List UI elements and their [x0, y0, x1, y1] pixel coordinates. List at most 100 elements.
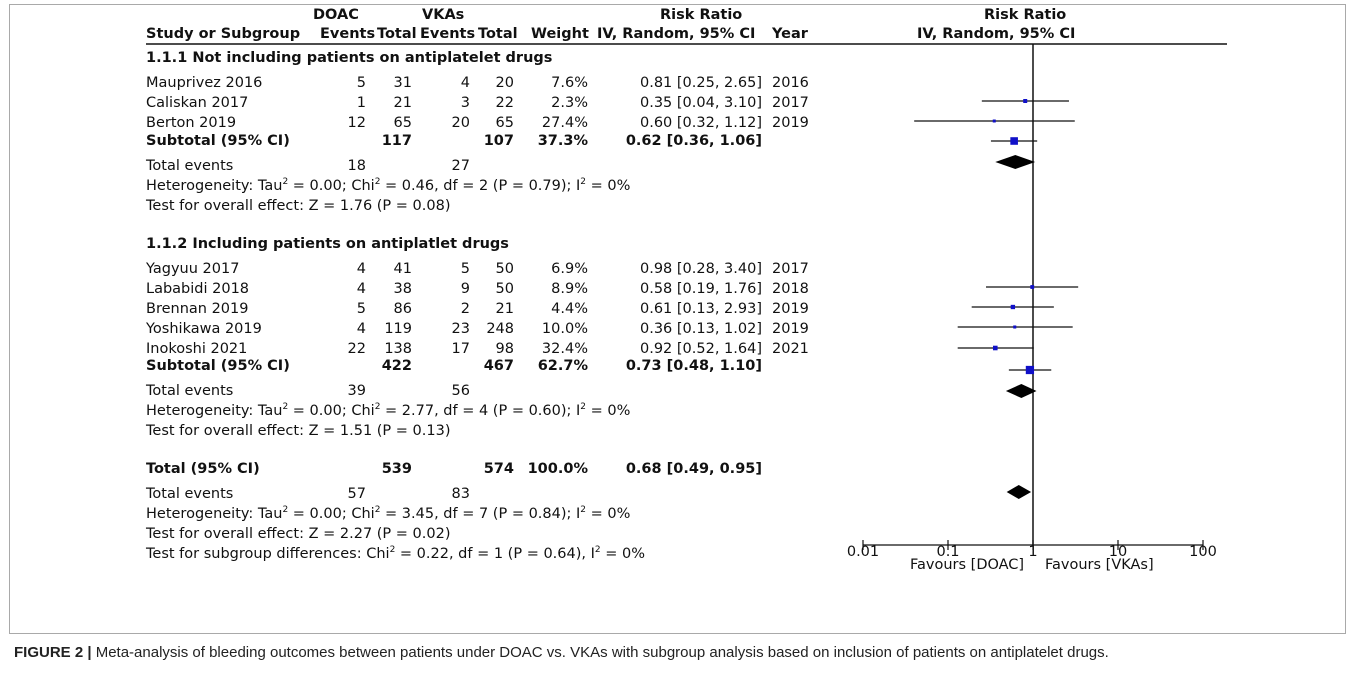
- doac-total: 41: [393, 261, 412, 277]
- weight-value: 2.3%: [551, 95, 588, 111]
- weight-value: 4.4%: [551, 301, 588, 317]
- subgroup-title: 1.1.2 Including patients on antiplatlet …: [146, 236, 509, 252]
- ci-value: 0.92 [0.52, 1.64]: [640, 341, 762, 357]
- doac-total: 38: [393, 281, 412, 297]
- caption-text: Meta-analysis of bleeding outcomes betwe…: [91, 644, 1109, 661]
- year-header: Year: [772, 26, 808, 42]
- study-name: Brennan 2019: [146, 301, 249, 317]
- risk-ratio-table-header: Risk Ratio: [660, 7, 743, 23]
- vka-total: 98: [495, 341, 514, 357]
- weight-header: Weight: [531, 26, 589, 42]
- study-name: Lababidi 2018: [146, 281, 250, 297]
- caption-label: FIGURE 2 |: [14, 644, 92, 661]
- total2-header: Total: [478, 26, 518, 42]
- risk-ratio-plot-header: Risk Ratio: [984, 7, 1067, 23]
- overall-effect-text: Test for overall effect: Z = 1.51 (P = 0…: [146, 423, 451, 439]
- doac-total: 21: [393, 95, 412, 111]
- study-name: Yagyuu 2017: [146, 261, 240, 277]
- weight-value: 27.4%: [541, 115, 588, 131]
- subtotal-weight: 37.3%: [537, 133, 588, 149]
- ci-value: 0.35 [0.04, 3.10]: [640, 95, 762, 111]
- x-tick-label: 0.01: [846, 544, 880, 560]
- total-events-vka: 27: [451, 158, 470, 174]
- doac-total: 119: [384, 321, 412, 337]
- study-effect-square: [1010, 137, 1018, 145]
- weight-value: 10.0%: [541, 321, 588, 337]
- total-events-vka: 83: [451, 486, 470, 502]
- x-tick-label: 1: [1028, 544, 1038, 560]
- study-effect-square: [1025, 365, 1035, 375]
- weight-value: 6.9%: [551, 261, 588, 277]
- ci-value: 0.81 [0.25, 2.65]: [640, 75, 762, 91]
- figure-frame: [9, 4, 1346, 634]
- total-ci: 0.68 [0.49, 0.95]: [625, 461, 762, 477]
- vka-total: 22: [495, 95, 514, 111]
- total-events-vka: 56: [451, 383, 470, 399]
- subtotal-ci: 0.62 [0.36, 1.06]: [625, 133, 762, 149]
- subgroup-differences-text: Test for subgroup differences: Chi2 = 0.…: [146, 545, 645, 562]
- events2-header: Events: [420, 26, 476, 42]
- heterogeneity-text: Heterogeneity: Tau2 = 0.00; Chi2 = 0.46,…: [146, 177, 631, 194]
- study-name: Yoshikawa 2019: [146, 321, 262, 337]
- weight-value: 32.4%: [541, 341, 588, 357]
- weight-value: 8.9%: [551, 281, 588, 297]
- subtotal-vka-total: 467: [483, 358, 514, 374]
- method-header: IV, Random, 95% CI: [597, 26, 756, 42]
- x-tick-label: 0.1: [936, 544, 960, 560]
- study-effect-square: [1010, 304, 1016, 310]
- year-value: 2019: [772, 115, 809, 131]
- ci-value: 0.60 [0.32, 1.12]: [640, 115, 762, 131]
- study-name: Berton 2019: [146, 115, 237, 131]
- year-value: 2018: [772, 281, 809, 297]
- pooled-effect-diamond: [995, 155, 1036, 169]
- doac-events: 4: [356, 281, 366, 297]
- vkas-group-header: VKAs: [422, 7, 465, 23]
- doac-total: 31: [393, 75, 412, 91]
- events1-header: Events: [320, 26, 376, 42]
- total-doac-total: 539: [381, 461, 412, 477]
- total-events-label: Total events: [146, 383, 234, 399]
- study-effect-square: [1023, 99, 1028, 103]
- vka-events: 23: [451, 321, 470, 337]
- doac-events: 4: [356, 321, 366, 337]
- study-name: Caliskan 2017: [146, 95, 249, 111]
- doac-events: 5: [356, 301, 366, 317]
- doac-group-header: DOAC: [313, 7, 359, 23]
- ci-value: 0.36 [0.13, 1.02]: [640, 321, 762, 337]
- weight-value: 7.6%: [551, 75, 588, 91]
- study-name: Inokoshi 2021: [146, 341, 248, 357]
- year-value: 2017: [772, 95, 809, 111]
- doac-total: 86: [393, 301, 412, 317]
- figure-caption: FIGURE 2 | Meta-analysis of bleeding out…: [14, 642, 1334, 664]
- total-events-label: Total events: [146, 158, 234, 174]
- vka-events: 5: [460, 261, 470, 277]
- total-vka-total: 574: [483, 461, 514, 477]
- subtotal-ci: 0.73 [0.48, 1.10]: [625, 358, 762, 374]
- total-events-doac: 39: [347, 383, 366, 399]
- favours-doac-label: Favours [DOAC]: [910, 557, 1025, 573]
- subgroup-title: 1.1.1 Not including patients on antiplat…: [146, 50, 553, 66]
- vka-events: 3: [460, 95, 470, 111]
- study-name: Mauprivez 2016: [146, 75, 263, 91]
- favours-vkas-label: Favours [VKAs]: [1045, 557, 1154, 573]
- vka-events: 9: [460, 281, 470, 297]
- total-label: Total (95% CI): [146, 461, 260, 477]
- pooled-effect-diamond: [1006, 485, 1032, 499]
- total-events-label: Total events: [146, 486, 234, 502]
- doac-total: 65: [393, 115, 412, 131]
- doac-total: 138: [384, 341, 412, 357]
- ci-value: 0.61 [0.13, 2.93]: [640, 301, 762, 317]
- vka-events: 2: [460, 301, 470, 317]
- year-value: 2021: [772, 341, 809, 357]
- doac-events: 12: [347, 115, 366, 131]
- vka-events: 20: [451, 115, 470, 131]
- study-effect-square: [992, 345, 998, 351]
- x-tick-label: 10: [1108, 544, 1128, 560]
- overall-effect-text: Test for overall effect: Z = 1.76 (P = 0…: [146, 198, 451, 214]
- total1-header: Total: [377, 26, 417, 42]
- year-value: 2019: [772, 321, 809, 337]
- total-events-doac: 18: [347, 158, 366, 174]
- year-value: 2019: [772, 301, 809, 317]
- subtotal-doac-total: 117: [381, 133, 412, 149]
